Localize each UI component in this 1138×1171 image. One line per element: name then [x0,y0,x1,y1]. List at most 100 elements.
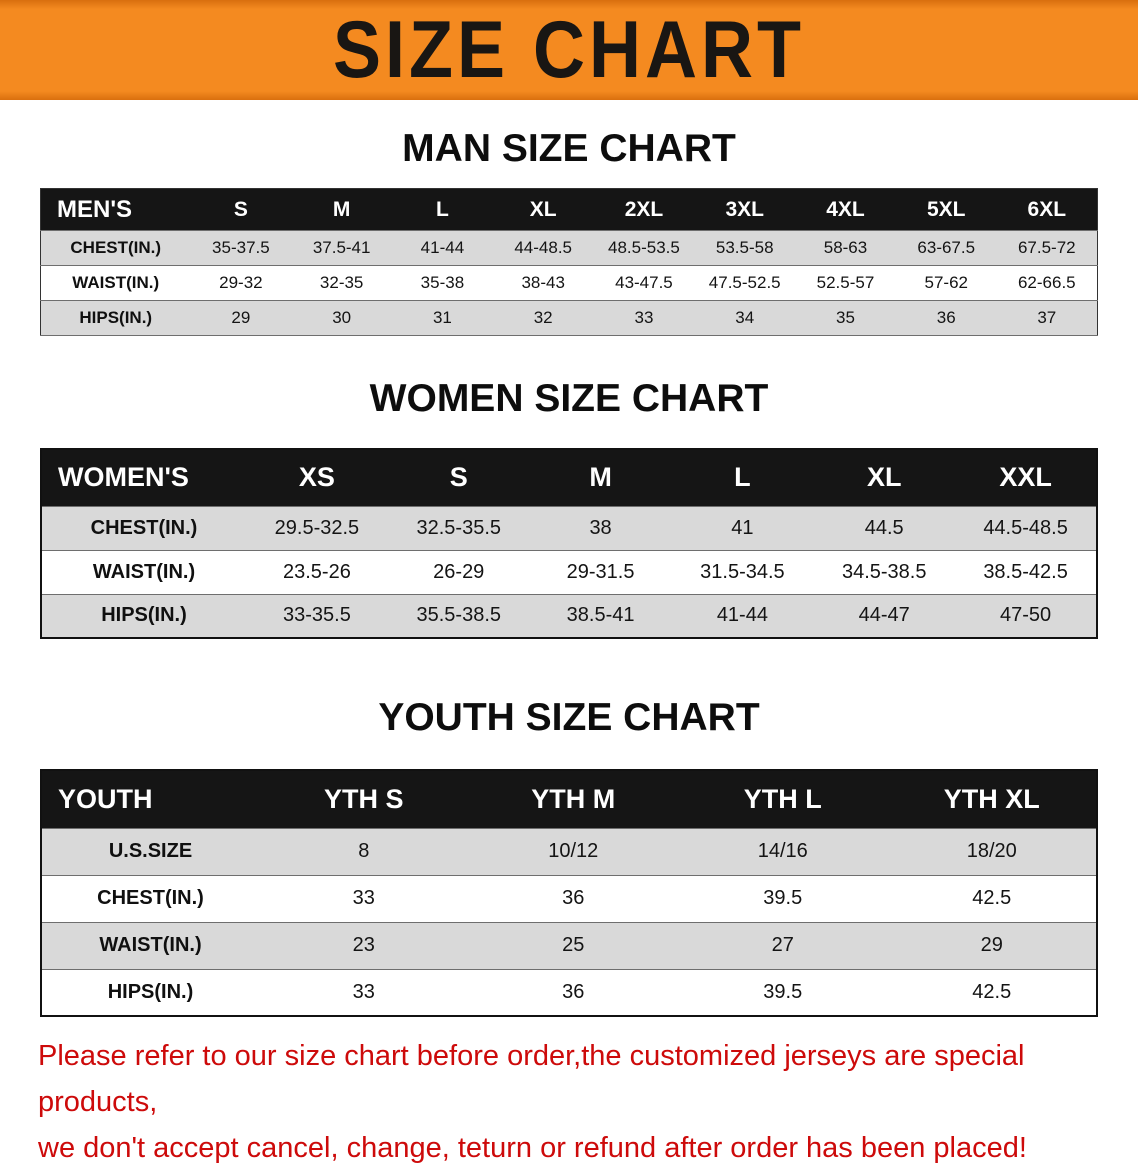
table-header-row: MEN'S S M L XL 2XL 3XL 4XL 5XL 6XL [40,188,1098,231]
size-column-header: YTH M [468,770,678,828]
size-value-cell: 44.5 [864,516,904,539]
row-label-cell: CHEST(IN.) [90,516,198,539]
size-value-cell: 41-44 [420,238,465,257]
size-column-header: S [387,449,530,506]
size-value-cell: 34 [735,308,755,327]
size-value-cell: 38.5-41 [566,604,635,627]
women-section: WOMEN SIZE CHART WOMEN'S XS S M L XL XXL CHEST(… [0,376,1138,639]
disclaimer: Please refer to our size chart before or… [38,1033,1100,1171]
size-value-cell: 23 [352,934,375,956]
table-title-cell: WOMEN'S [41,449,246,506]
row-label-cell: CHEST(IN.) [97,887,204,909]
table-row: HIPS(IN.) 33-35.5 35.5-38.5 38.5-41 41-44 44-… [41,594,1097,638]
size-column-header: YTH L [678,770,888,828]
table-row: WAIST(IN.) 23.5-26 26-29 29-31.5 31.5-34.5 34… [41,550,1097,594]
size-value-cell: 29-32 [219,273,263,292]
disclaimer-line-1: Please refer to our size chart before or… [38,1040,1025,1118]
size-value-cell: 32.5-35.5 [416,516,501,539]
table-header-row: WOMEN'S XS S M L XL XXL [41,449,1097,506]
size-column-header: XL [813,449,956,506]
size-value-cell: 26-29 [433,560,485,583]
size-value-cell: 32-35 [319,273,364,292]
table-body: CHEST(IN.) 29.5-32.5 32.5-35.5 38 41 44.5 44.5… [41,506,1097,638]
size-value-cell: 33 [352,980,375,1003]
women-size-table: WOMEN'S XS S M L XL XXL CHEST(IN.) 29.5-32.5 32.5… [40,448,1098,639]
size-value-cell: 34.5-38.5 [841,560,927,583]
size-value-cell: 41-44 [716,604,768,627]
size-column-header: M [291,188,393,231]
size-value-cell: 37.5-41 [312,238,371,257]
page-title: SIZE CHART [333,5,805,95]
table-row: CHEST(IN.) 29.5-32.5 32.5-35.5 38 41 44.5 44.5… [41,506,1097,550]
size-column-header: 3XL [694,188,796,231]
size-value-cell: 38.5-42.5 [983,560,1068,583]
size-column-header: XL [492,188,594,231]
size-value-cell: 58-63 [823,238,868,257]
table-title-cell: YOUTH [41,770,259,828]
table-head: YOUTH YTH S YTH M YTH L YTH XL [41,770,1097,828]
size-value-cell: 31.5-34.5 [700,560,785,583]
size-column-header: 2XL [593,188,695,231]
size-value-cell: 35 [836,308,855,327]
men-size-table: MEN'S S M L XL 2XL 3XL 4XL 5XL 6XL CHEST(IN.) 35-37… [40,188,1098,336]
size-value-cell: 33 [352,887,375,909]
row-label-cell: HIPS(IN.) [107,980,194,1003]
size-value-cell: 33 [634,308,654,327]
size-value-cell: 31 [432,308,452,327]
size-value-cell: 47-50 [999,604,1052,627]
table-row: WAIST(IN.) 23 25 27 29 [41,922,1097,969]
size-value-cell: 8 [358,840,370,862]
size-value-cell: 35-38 [420,273,465,292]
size-value-cell: 43-47.5 [615,273,673,292]
size-column-header: L [671,449,814,506]
size-value-cell: 39.5 [763,980,803,1003]
size-value-cell: 29 [980,934,1003,956]
size-value-cell: 27 [771,934,794,956]
banner: SIZE CHART [0,0,1138,100]
row-label-cell: HIPS(IN.) [101,604,187,627]
size-value-cell: 18/20 [966,840,1017,862]
table-row: CHEST(IN.) 35-37.5 37.5-41 41-44 44-48.5 48.5… [40,230,1098,266]
row-label-cell: U.S.SIZE [108,840,193,862]
size-column-header: L [392,188,493,231]
table-body: CHEST(IN.) 35-37.5 37.5-41 41-44 44-48.5 48.5… [40,230,1098,336]
size-value-cell: 36 [562,980,585,1003]
size-value-cell: 25 [562,934,585,956]
size-column-header: YTH XL [887,770,1097,828]
row-label-cell: WAIST(IN.) [92,560,196,583]
size-value-cell: 47.5-52.5 [708,273,781,292]
size-value-cell: 63-67.5 [917,238,976,257]
youth-section-heading: YOUTH SIZE CHART [378,696,760,739]
size-value-cell: 42.5 [972,980,1012,1003]
youth-section: YOUTH SIZE CHART YOUTH YTH S YTH M YTH L YTH… [0,695,1138,1017]
men-section-heading: MAN SIZE CHART [402,127,736,170]
table-row: WAIST(IN.) 29-32 32-35 35-38 38-43 43-47.5 47.… [40,265,1098,301]
size-value-cell: 23.5-26 [282,560,351,583]
size-value-cell: 35-37.5 [212,238,270,257]
size-value-cell: 53.5-58 [715,238,774,257]
size-column-header: XS [246,449,388,506]
size-value-cell: 48.5-53.5 [608,238,680,257]
table-body: U.S.SIZE 8 10/12 14/16 18/20 CHEST(IN.) 33 36 39… [41,828,1097,1016]
row-label-cell: WAIST(IN.) [72,273,160,292]
youth-size-table: YOUTH YTH S YTH M YTH L YTH XL U.S.SIZE 8 10/12… [40,769,1098,1017]
size-value-cell: 14/16 [757,840,808,862]
size-column-header: 4XL [795,188,896,231]
size-value-cell: 44-47 [858,604,910,627]
table-header-row: YOUTH YTH S YTH M YTH L YTH XL [41,770,1097,828]
size-value-cell: 44.5-48.5 [983,516,1068,539]
size-value-cell: 29-31.5 [566,560,635,583]
size-column-header: 6XL [996,188,1098,231]
size-value-cell: 38-43 [521,273,565,292]
size-value-cell: 32 [533,308,553,327]
size-value-cell: 29 [231,308,251,327]
size-value-cell: 38 [589,516,612,539]
size-value-cell: 35.5-38.5 [416,604,501,627]
size-value-cell: 37 [1037,308,1057,327]
table-head: MEN'S S M L XL 2XL 3XL 4XL 5XL 6XL [40,188,1098,231]
row-label-cell: HIPS(IN.) [79,308,153,327]
size-value-cell: 39.5 [763,887,803,909]
table-row: HIPS(IN.) 29 30 31 32 33 34 35 36 37 [40,300,1098,336]
row-label-cell: CHEST(IN.) [70,238,162,257]
size-value-cell: 10/12 [548,840,599,862]
